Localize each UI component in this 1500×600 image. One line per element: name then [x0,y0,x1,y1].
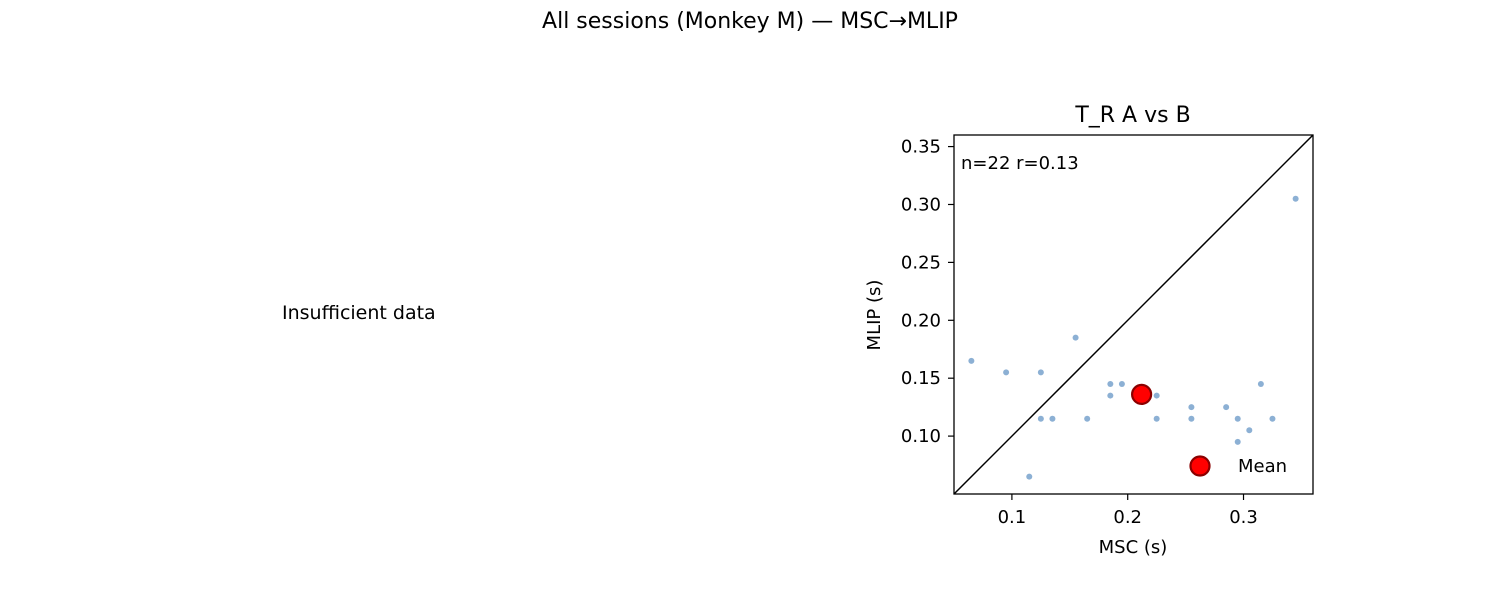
plot-frame [953,134,1314,495]
insufficient-data-message: Insufficient data [282,302,436,324]
y-tick-label: 0.15 [901,368,941,389]
data-point [1084,415,1091,422]
data-point [1188,404,1195,411]
x-tick-label: 0.1 [998,507,1027,528]
y-tick-label: 0.10 [901,426,941,447]
y-tick-label: 0.30 [901,194,941,215]
data-point [1292,195,1299,202]
data-point [1153,415,1160,422]
data-point [1107,392,1114,399]
data-point [1118,380,1125,387]
x-tick-label: 0.3 [1229,507,1258,528]
data-point [1257,380,1264,387]
x-axis-label: MSC (s) [1099,537,1168,558]
legend-mean-label: Mean [1238,456,1287,477]
data-point [1003,369,1010,376]
data-point [1107,380,1114,387]
data-point [1188,415,1195,422]
data-point [968,357,975,364]
y-tick-label: 0.25 [901,252,941,273]
data-point [1026,473,1033,480]
data-point [1037,415,1044,422]
data-point [1234,415,1241,422]
data-point [1072,334,1079,341]
stats-annotation: n=22 r=0.13 [961,153,1079,174]
data-point [1153,392,1160,399]
x-tick-label: 0.2 [1113,507,1142,528]
data-point [1246,427,1253,434]
data-point [1269,415,1276,422]
legend: Mean [1189,455,1287,477]
data-point [1223,404,1230,411]
y-tick-label: 0.20 [901,310,941,331]
data-point [1234,438,1241,445]
legend-mean-marker [1189,455,1211,477]
chart-title: T_R A vs B [1074,103,1190,128]
y-tick-label: 0.35 [901,137,941,158]
data-point [1037,369,1044,376]
mean-marker [1131,383,1153,406]
figure-title: All sessions (Monkey M) — MSC→MLIP [542,9,958,34]
data-point [1049,415,1056,422]
y-axis-label: MLIP (s) [864,280,885,351]
identity-line [953,134,1314,495]
